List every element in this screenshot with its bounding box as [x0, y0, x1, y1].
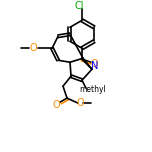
Text: N: N — [91, 61, 99, 71]
Text: O: O — [52, 100, 60, 110]
Text: Cl: Cl — [74, 1, 84, 11]
Text: O: O — [90, 59, 98, 69]
Text: O: O — [76, 98, 84, 108]
Text: O: O — [29, 43, 37, 53]
Text: methyl: methyl — [80, 85, 106, 94]
